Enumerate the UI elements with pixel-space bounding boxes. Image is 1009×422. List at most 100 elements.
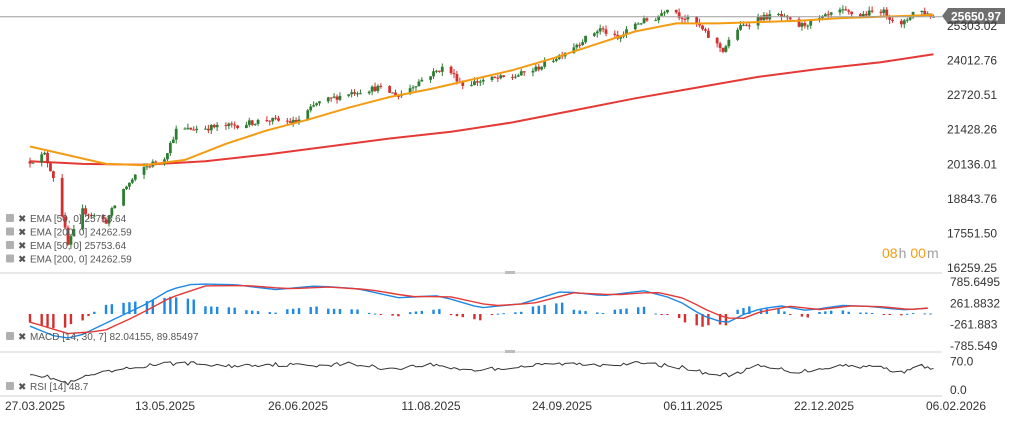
candle[interactable]: [809, 19, 813, 29]
candle[interactable]: [209, 124, 213, 135]
candle[interactable]: [353, 89, 356, 96]
candle[interactable]: [206, 124, 210, 134]
candle[interactable]: [718, 41, 722, 53]
candle[interactable]: [379, 83, 383, 89]
candle[interactable]: [683, 14, 687, 23]
candle[interactable]: [107, 214, 111, 227]
candle[interactable]: [69, 234, 73, 249]
overlay-legend-row[interactable]: ✖ EMA [200, 0] 24262.59: [6, 227, 132, 239]
candle[interactable]: [347, 94, 351, 98]
candle[interactable]: [502, 75, 506, 78]
candle[interactable]: [882, 7, 886, 17]
candle[interactable]: [864, 11, 868, 17]
candle[interactable]: [759, 15, 763, 22]
candle[interactable]: [110, 206, 114, 219]
candle[interactable]: [721, 47, 725, 54]
candle[interactable]: [674, 9, 678, 15]
candle[interactable]: [49, 161, 52, 172]
candle[interactable]: [315, 102, 318, 107]
candle[interactable]: [72, 224, 76, 237]
candle[interactable]: [513, 74, 517, 79]
candle[interactable]: [186, 123, 190, 131]
settings-icon[interactable]: [6, 241, 14, 249]
candle[interactable]: [879, 9, 883, 17]
candle[interactable]: [578, 42, 582, 49]
candle[interactable]: [475, 78, 479, 87]
candle[interactable]: [46, 149, 49, 168]
candle[interactable]: [224, 122, 228, 130]
settings-icon[interactable]: [6, 214, 14, 222]
candle[interactable]: [747, 22, 751, 30]
candle[interactable]: [318, 101, 321, 106]
candle[interactable]: [777, 12, 780, 16]
candle[interactable]: [838, 7, 842, 16]
candle[interactable]: [534, 63, 538, 72]
settings-icon[interactable]: [6, 227, 14, 236]
candle[interactable]: [166, 153, 169, 162]
candle[interactable]: [686, 14, 690, 23]
candle[interactable]: [212, 123, 216, 129]
candle[interactable]: [519, 68, 523, 76]
candle[interactable]: [704, 27, 707, 33]
candle[interactable]: [645, 17, 649, 23]
candle[interactable]: [233, 121, 237, 130]
candle[interactable]: [584, 35, 587, 44]
candle[interactable]: [826, 10, 830, 19]
candle[interactable]: [496, 74, 500, 82]
candle[interactable]: [540, 66, 544, 71]
candle[interactable]: [309, 103, 313, 113]
candle[interactable]: [31, 162, 35, 164]
remove-icon[interactable]: ✖: [18, 382, 26, 393]
candle[interactable]: [183, 127, 187, 130]
candle[interactable]: [429, 76, 432, 83]
candle[interactable]: [823, 12, 827, 17]
candle[interactable]: [625, 26, 628, 39]
candle[interactable]: [335, 94, 339, 104]
candle[interactable]: [128, 182, 131, 190]
candle[interactable]: [891, 17, 894, 24]
candle[interactable]: [271, 117, 275, 125]
candle[interactable]: [90, 212, 93, 219]
pane-resize-handle-macd[interactable]: [505, 271, 515, 274]
candle[interactable]: [274, 115, 278, 121]
candle[interactable]: [367, 90, 371, 95]
candle[interactable]: [125, 185, 128, 190]
candle[interactable]: [736, 27, 740, 42]
candle[interactable]: [51, 170, 55, 182]
candle[interactable]: [101, 214, 105, 223]
candle[interactable]: [780, 10, 783, 21]
candle[interactable]: [727, 37, 731, 49]
candle[interactable]: [639, 23, 643, 26]
candle[interactable]: [250, 119, 254, 127]
candle[interactable]: [847, 8, 851, 15]
candle[interactable]: [291, 116, 295, 127]
remove-icon[interactable]: ✖: [18, 228, 26, 239]
candles-layer[interactable]: [28, 5, 935, 249]
candle[interactable]: [227, 122, 231, 130]
candle[interactable]: [695, 15, 699, 27]
candle[interactable]: [867, 6, 871, 18]
candle[interactable]: [636, 22, 640, 25]
candle[interactable]: [841, 5, 845, 14]
candle[interactable]: [663, 10, 666, 16]
candle[interactable]: [654, 17, 658, 22]
candle[interactable]: [616, 30, 620, 41]
candle[interactable]: [619, 36, 623, 43]
macd-legend[interactable]: ✖ MACD [14, 30, 7] 82.04155, 89.85497: [6, 332, 199, 343]
candle[interactable]: [414, 85, 418, 91]
candle[interactable]: [522, 71, 526, 77]
candle[interactable]: [543, 57, 547, 69]
candle[interactable]: [440, 63, 444, 77]
candle[interactable]: [715, 37, 719, 48]
candle[interactable]: [516, 73, 520, 77]
remove-icon[interactable]: ✖: [18, 241, 26, 252]
candle[interactable]: [706, 28, 710, 39]
candle[interactable]: [660, 9, 663, 16]
macd-pane[interactable]: 785.6495 261.8832 -261.883 -785.549 ✖ MACD [1…: [6, 275, 1000, 353]
candle[interactable]: [329, 97, 333, 102]
candle[interactable]: [391, 92, 394, 94]
candle[interactable]: [803, 20, 807, 29]
overlay-legend-row[interactable]: ✖ EMA [200, 0] 24262.59: [6, 254, 132, 266]
candle[interactable]: [215, 122, 219, 132]
candle[interactable]: [189, 127, 193, 131]
